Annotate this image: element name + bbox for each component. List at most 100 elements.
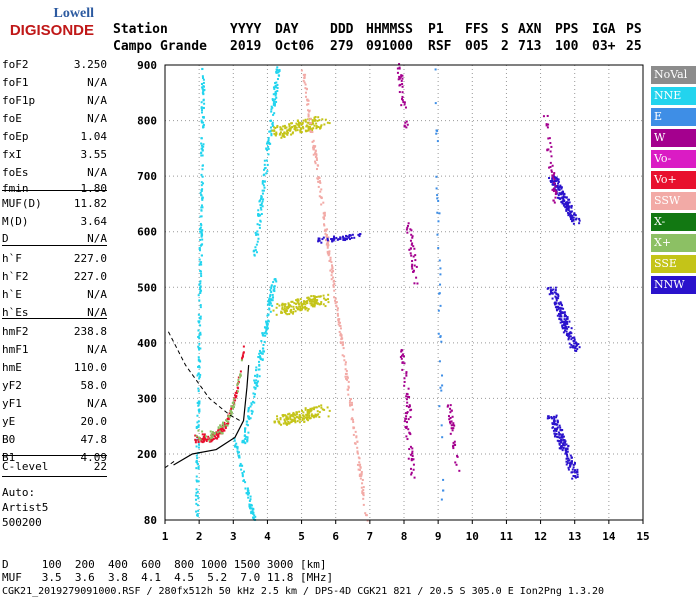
trace-point [555,299,558,302]
trace-point [554,184,557,187]
trace-point [237,378,240,381]
trace-point [341,337,344,340]
hdr-day-label: DAY [275,22,299,37]
trace-point [235,395,238,398]
trace-point [360,472,363,475]
trace-point [285,126,288,129]
trace-point [341,344,344,347]
trace-point [316,410,319,413]
trace-point [253,395,256,398]
trace-point [411,450,414,453]
trace-point [197,387,200,390]
trace-point [565,208,568,211]
trace-point [201,188,204,191]
trace-point [332,235,335,238]
trace-point [297,124,300,127]
trace-point [552,182,555,185]
trace-point [278,422,281,425]
trace-point [198,334,201,337]
param-row-clevel: C-level 22 [2,460,107,474]
trace-point [288,123,291,126]
trace-point [546,148,549,151]
trace-point [565,205,568,208]
trace-point [307,113,310,116]
trace-point [306,103,309,106]
trace-point [287,302,290,305]
trace-point [276,69,279,72]
trace-point [278,69,281,72]
trace-point [238,456,241,459]
trace-point [300,131,303,134]
trace-point [245,423,248,426]
trace-point [199,269,202,272]
trace-point [269,130,272,133]
profile-curve [173,365,250,466]
trace-point [326,250,329,253]
trace-point [300,308,303,311]
trace-point [309,130,312,133]
trace-point [295,299,298,302]
footer-muf-row: MUF 3.5 3.6 3.8 4.1 4.5 5.2 7.0 11.8 [MH… [2,571,334,584]
trace-point [274,134,277,137]
param-value: 4.09 [80,451,108,464]
divider [2,190,107,191]
trace-point [198,342,201,345]
trace-point [565,453,568,456]
trace-point [251,400,254,403]
trace-point [195,491,198,494]
trace-point [328,260,331,263]
trace-point [227,415,230,418]
trace-point [283,305,286,308]
trace-point [549,179,552,182]
trace-point [458,469,461,472]
trace-point [405,421,408,424]
trace-point [201,154,204,157]
trace-point [299,416,302,419]
trace-point [257,209,260,212]
trace-point [410,459,413,462]
trace-point [274,84,277,87]
x-tick-label: 9 [435,530,442,543]
y-tick-label: 700 [137,170,157,183]
trace-point [280,136,283,139]
trace-point [453,424,456,427]
trace-point [557,302,560,305]
trace-point [284,312,287,315]
trace-point [556,184,559,187]
trace-point [279,126,282,129]
trace-point [199,262,202,265]
x-tick-label: 2 [196,530,203,543]
trace-point [315,154,318,157]
trace-point [242,470,245,473]
trace-point [269,295,272,298]
trace-point [218,428,221,431]
trace-point [197,404,200,407]
trace-point [261,332,264,335]
trace-point [301,121,304,124]
trace-point [565,196,568,199]
trace-point [294,129,297,132]
trace-point [263,180,266,183]
trace-point [295,411,298,414]
trace-point [263,168,266,171]
trace-point [566,327,569,330]
trace-point [339,327,342,330]
trace-point [325,235,328,238]
trace-point [268,298,271,301]
trace-point [356,451,359,454]
trace-point [358,235,361,238]
trace-point [549,150,552,153]
trace-point [247,492,250,495]
trace-point [296,129,299,132]
trace-point [271,121,274,124]
trace-point [400,357,403,360]
trace-point [224,427,227,430]
trace-point [560,187,563,190]
trace-point [197,345,200,348]
trace-point [200,209,203,212]
trace-point [201,109,204,112]
param-value: 3.55 [80,148,108,161]
trace-point [577,343,580,346]
trace-point [350,418,353,421]
trace-point [285,132,288,135]
